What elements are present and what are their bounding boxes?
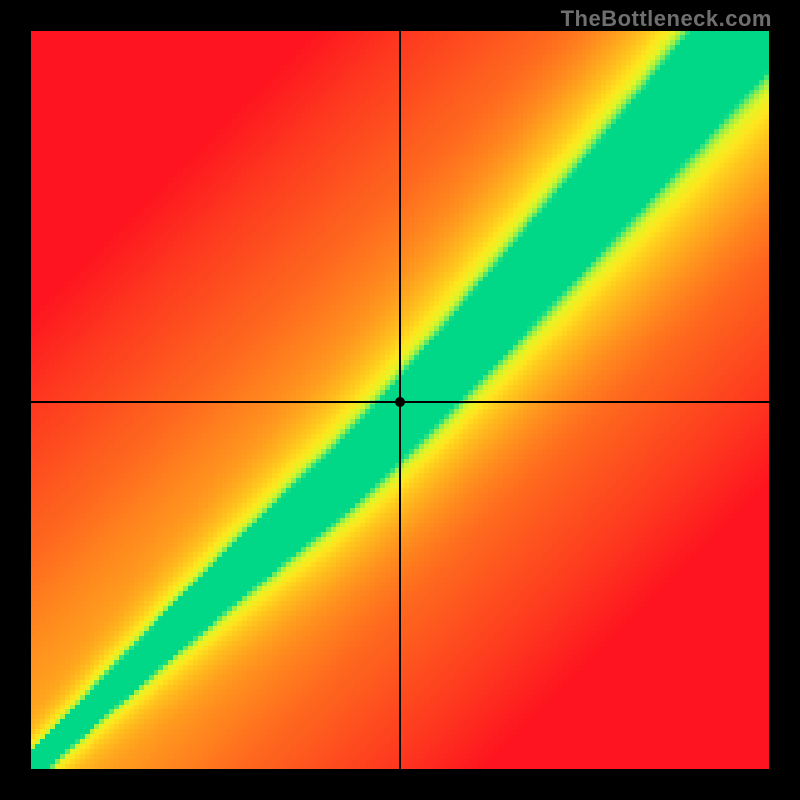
heatmap-canvas bbox=[31, 31, 769, 769]
heatmap-plot bbox=[31, 31, 769, 769]
